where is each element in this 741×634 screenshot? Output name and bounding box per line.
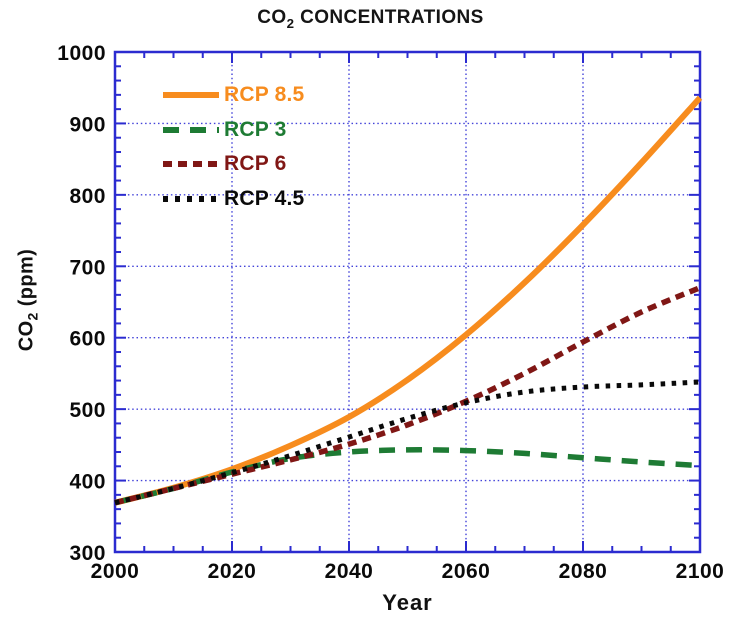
legend-line-sample-rcp-6 <box>163 161 219 167</box>
y-tick-label: 1000 <box>57 42 106 65</box>
y-tick-label: 800 <box>69 185 106 208</box>
y-tick-label: 500 <box>69 399 106 422</box>
y-tick-label: 900 <box>69 113 106 136</box>
x-tick-label: 2060 <box>442 560 491 583</box>
legend-item-rcp-6: RCP 6 <box>163 151 286 177</box>
y-tick-label: 700 <box>69 256 106 279</box>
legend-item-rcp-4.5: RCP 4.5 <box>163 186 304 212</box>
series-line-rcp-4.5 <box>114 379 701 506</box>
legend-label-rcp-8.5: RCP 8.5 <box>224 83 305 106</box>
chart-title-rest: CONCENTRATIONS <box>294 7 484 28</box>
legend-line-sample-rcp-8.5 <box>163 92 219 98</box>
x-tick-label: 2100 <box>676 560 725 583</box>
legend-item-rcp-8.5: RCP 8.5 <box>163 82 304 108</box>
legend-line-sample-rcp-4.5 <box>163 196 219 202</box>
legend-line-sample-rcp-3 <box>163 127 219 133</box>
gridlines <box>115 52 700 552</box>
series-line-rcp-3 <box>114 447 701 506</box>
x-tick-label: 2080 <box>559 560 608 583</box>
chart-title-subscript: 2 <box>286 15 295 31</box>
legend-label-rcp-6: RCP 6 <box>224 152 287 175</box>
x-axis-title: Year <box>382 590 433 615</box>
chart-title-co: CO <box>257 7 287 28</box>
x-tick-label: 2000 <box>91 560 140 583</box>
legend-label-rcp-4.5: RCP 4.5 <box>224 187 305 210</box>
chart-title: CO2 CONCENTRATIONS <box>0 7 741 31</box>
y-tick-label: 600 <box>69 328 106 351</box>
legend-item-rcp-3: RCP 3 <box>163 117 286 143</box>
y-tick-label: 400 <box>69 471 106 494</box>
x-tick-label: 2040 <box>325 560 374 583</box>
axis-ticks <box>115 52 700 552</box>
series-line-rcp-6 <box>114 285 702 506</box>
legend-label-rcp-3: RCP 3 <box>224 118 287 141</box>
tick-labels: 300 400 500 600 700 800 900 1000 2000 2020 2040 206… <box>57 42 724 583</box>
y-tick-label: 300 <box>69 542 106 565</box>
plot-frame <box>113 50 702 554</box>
x-tick-label: 2020 <box>208 560 257 583</box>
